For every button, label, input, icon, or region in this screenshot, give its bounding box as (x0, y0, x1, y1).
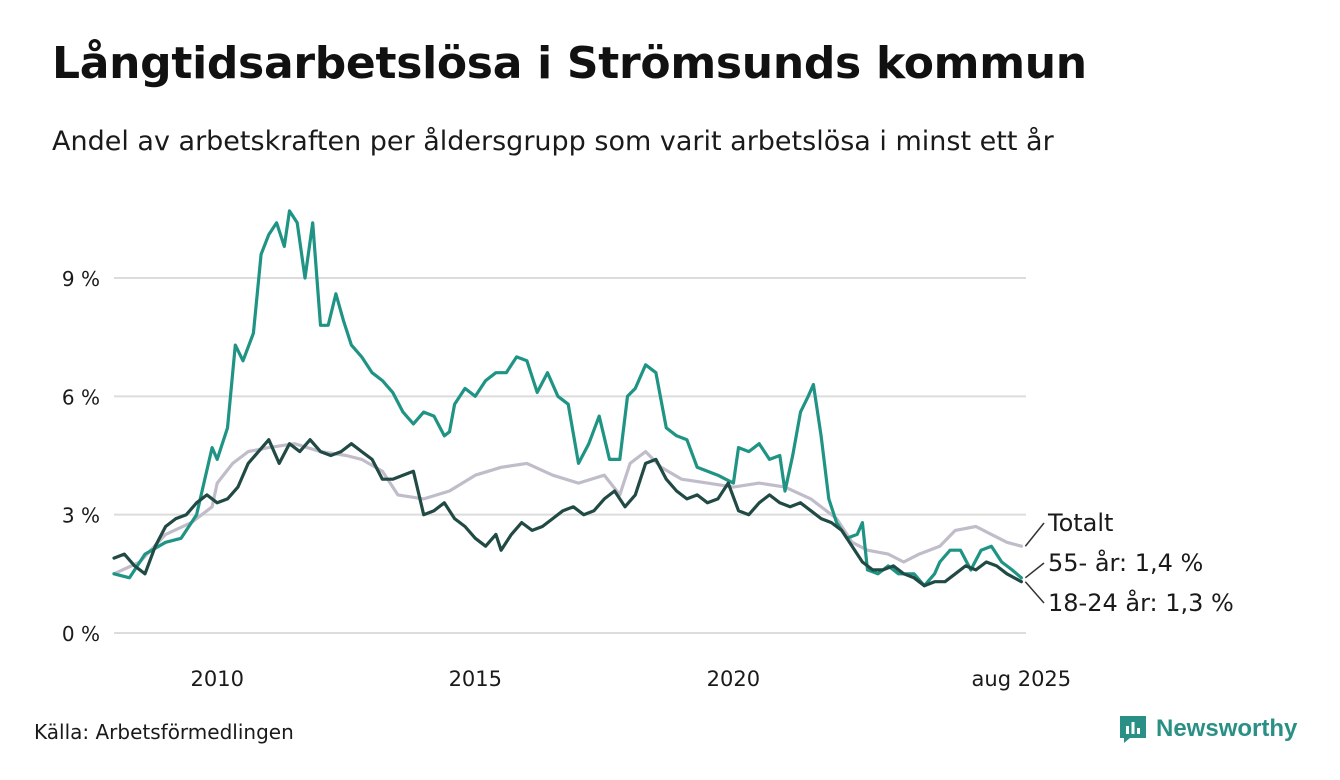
series-line-18-24-r (112, 438, 1023, 588)
gridlines (114, 277, 1026, 634)
end-label-totalt: Totalt (1047, 509, 1113, 537)
x-tick-label: 2010 (190, 667, 243, 691)
newsworthy-logo-icon (1120, 716, 1146, 743)
chart-subtitle: Andel av arbetskraften per åldersgrupp s… (52, 126, 1054, 157)
series-lines (112, 209, 1023, 588)
series-line-55-r (112, 209, 1023, 588)
y-tick-label: 0 % (62, 622, 100, 646)
x-tick-label: 2015 (449, 667, 502, 691)
leader-line (1024, 562, 1045, 579)
end-labels: Totalt 55- år: 1,4 % 18-24 år: 1,3 % (1024, 509, 1234, 617)
source-note: Källa: Arbetsförmedlingen (34, 720, 294, 744)
y-tick-label: 9 % (62, 267, 100, 291)
y-tick-label: 3 % (62, 504, 100, 528)
end-label-55-r: 55- år: 1,4 % (1048, 548, 1203, 577)
x-axis: 2010 2015 2020 aug 2025 (190, 667, 1071, 691)
chart-title: Långtidsarbetslösa i Strömsunds kommun (52, 38, 1087, 89)
series-line-totalt (112, 442, 1023, 576)
leader-line (1024, 522, 1045, 547)
y-axis: 0 % 3 % 6 % 9 % (62, 267, 100, 646)
end-label-18-24-r: 18-24 år: 1,3 % (1048, 588, 1234, 617)
leader-line (1024, 581, 1045, 604)
brand-name: Newsworthy (1156, 715, 1298, 742)
x-tick-label: 2020 (707, 667, 760, 691)
x-tick-label: aug 2025 (972, 667, 1072, 691)
y-tick-label: 6 % (62, 385, 100, 409)
brand: Newsworthy (1118, 714, 1297, 744)
